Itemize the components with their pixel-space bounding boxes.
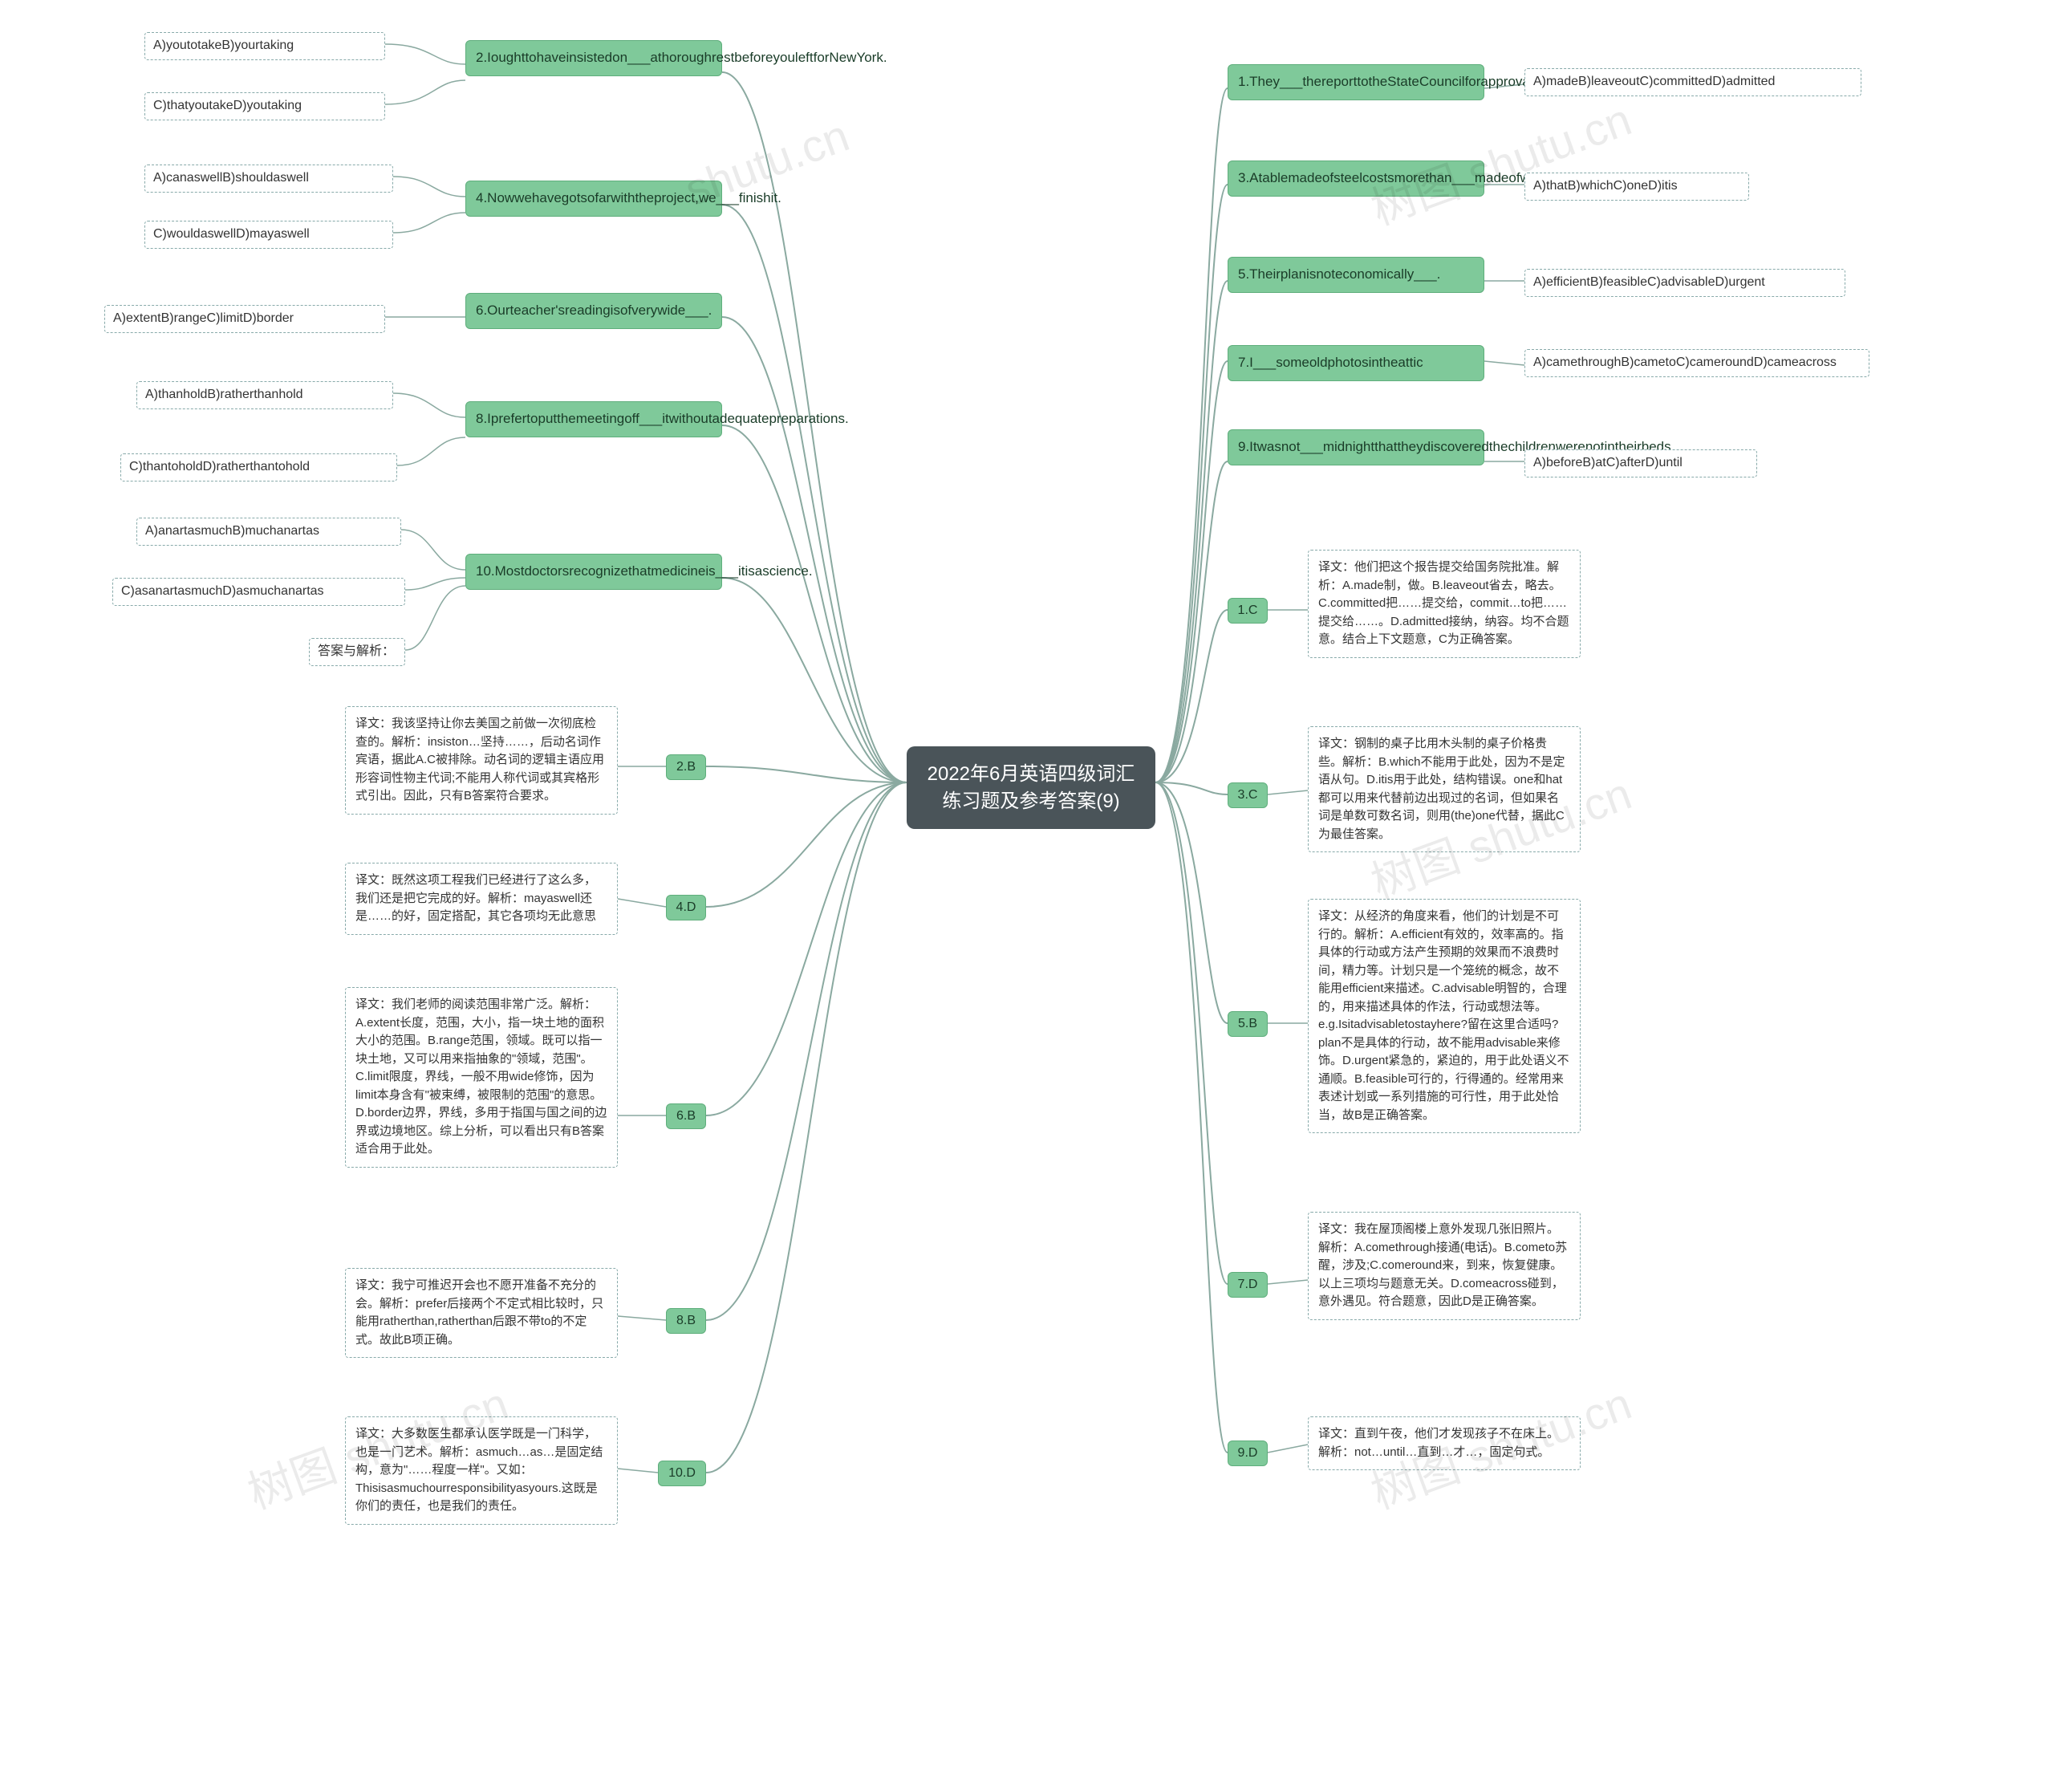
- option-node: A)madeB)leaveoutC)committedD)admitted: [1524, 68, 1861, 96]
- root-node: 2022年6月英语四级词汇练习题及参考答案(9): [907, 746, 1155, 829]
- explanation-node: 译文：大多数医生都承认医学既是一门科学，也是一门艺术。解析：asmuch…as……: [345, 1416, 618, 1525]
- option-node: A)thanholdB)ratherthanhold: [136, 381, 393, 409]
- option-node: A)anartasmuchB)muchanartas: [136, 518, 401, 546]
- explanation-node: 译文：从经济的角度来看，他们的计划是不可行的。解析：A.efficient有效的…: [1308, 899, 1581, 1133]
- answer-node-6b: 6.B: [666, 1103, 706, 1129]
- explanation-node: 译文：既然这项工程我们已经进行了这么多，我们还是把它完成的好。解析：mayasw…: [345, 863, 618, 935]
- answer-node-7d: 7.D: [1228, 1272, 1268, 1298]
- explanation-node: 译文：钢制的桌子比用木头制的桌子价格贵些。解析：B.which不能用于此处，因为…: [1308, 726, 1581, 852]
- option-node: A)efficientB)feasibleC)advisableD)urgent: [1524, 269, 1845, 297]
- explanation-node: 译文：直到午夜，他们才发现孩子不在床上。解析：not…until…直到…才…，固…: [1308, 1416, 1581, 1470]
- question-node-1: 1.They___thereporttotheStateCouncilforap…: [1228, 64, 1484, 100]
- question-node-8: 8.Iprefertoputthemeetingoff___itwithouta…: [465, 401, 722, 437]
- question-node-10: 10.Mostdoctorsrecognizethatmedicineis___…: [465, 554, 722, 590]
- option-node: C)thatyoutakeD)youtaking: [144, 92, 385, 120]
- answer-node-8b: 8.B: [666, 1308, 706, 1334]
- option-node: C)asanartasmuchD)asmuchanartas: [112, 578, 405, 606]
- answer-node-2b: 2.B: [666, 754, 706, 780]
- question-node-2: 2.Ioughttohaveinsistedon___athoroughrest…: [465, 40, 722, 76]
- question-node-7: 7.I___someoldphotosintheattic: [1228, 345, 1484, 381]
- answer-node-9d: 9.D: [1228, 1441, 1268, 1466]
- explanation-node: 译文：我在屋顶阁楼上意外发现几张旧照片。解析：A.comethrough接通(电…: [1308, 1212, 1581, 1320]
- answer-node-1c: 1.C: [1228, 598, 1268, 624]
- explanation-node: 译文：他们把这个报告提交给国务院批准。解析：A.made制，做。B.leaveo…: [1308, 550, 1581, 658]
- option-node: A)camethroughB)cametoC)cameroundD)cameac…: [1524, 349, 1869, 377]
- answer-heading: 答案与解析：: [309, 638, 405, 666]
- question-node-5: 5.Theirplanisnoteconomically___.: [1228, 257, 1484, 293]
- option-node: A)youtotakeB)yourtaking: [144, 32, 385, 60]
- explanation-node: 译文：我该坚持让你去美国之前做一次彻底检查的。解析：insiston…坚持……，…: [345, 706, 618, 815]
- explanation-node: 译文：我们老师的阅读范围非常广泛。解析：A.extent长度，范围，大小，指一块…: [345, 987, 618, 1168]
- answer-node-5b: 5.B: [1228, 1011, 1268, 1037]
- option-node: A)extentB)rangeC)limitD)border: [104, 305, 385, 333]
- question-node-3: 3.Atablemadeofsteelcostsmorethan___madeo…: [1228, 161, 1484, 197]
- answer-node-4d: 4.D: [666, 895, 706, 920]
- question-node-4: 4.Nowwehavegotsofarwiththeproject,we___f…: [465, 181, 722, 217]
- answer-node-3c: 3.C: [1228, 782, 1268, 808]
- option-node: C)wouldaswellD)mayaswell: [144, 221, 393, 249]
- explanation-node: 译文：我宁可推迟开会也不愿开准备不充分的会。解析：prefer后接两个不定式相比…: [345, 1268, 618, 1358]
- option-node: A)canaswellB)shouldaswell: [144, 165, 393, 193]
- answer-node-10d: 10.D: [658, 1461, 706, 1486]
- option-node: C)thantoholdD)ratherthantohold: [120, 453, 397, 482]
- option-node: A)thatB)whichC)oneD)itis: [1524, 173, 1749, 201]
- option-node: A)beforeB)atC)afterD)until: [1524, 449, 1757, 477]
- question-node-9: 9.Itwasnot___midnightthattheydiscoveredt…: [1228, 429, 1484, 465]
- question-node-6: 6.Ourteacher'sreadingisofverywide___.: [465, 293, 722, 329]
